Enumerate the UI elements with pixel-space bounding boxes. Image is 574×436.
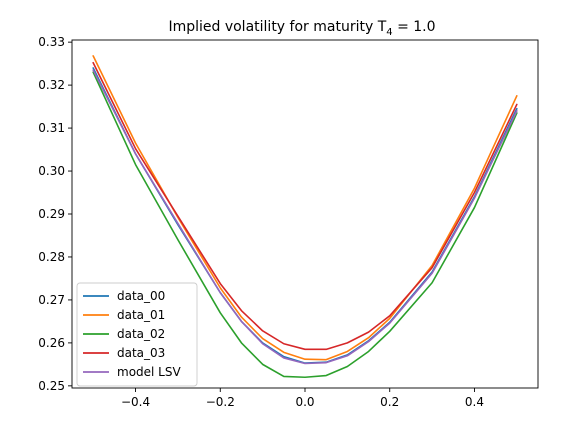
y-tick-label: 0.26: [38, 336, 65, 350]
y-tick-label: 0.31: [38, 121, 65, 135]
x-tick-label: 0.4: [465, 395, 484, 409]
plot-area: [92, 55, 518, 379]
y-tick-label: 0.33: [38, 35, 65, 49]
x-tick-label: 0.0: [295, 395, 314, 409]
chart-title: Implied volatility for maturity T4 = 1.0: [168, 19, 435, 38]
series-line-model-lsv: [92, 69, 518, 365]
chart-title-suffix: = 1.0: [393, 19, 436, 35]
y-tick-label: 0.29: [38, 207, 65, 221]
series-line-data_02: [92, 71, 518, 379]
chart-title-main: Implied volatility for maturity T: [168, 19, 386, 35]
series-line-data_03: [92, 61, 518, 351]
x-tick-label: −0.2: [206, 395, 235, 409]
legend-label: data_01: [117, 308, 165, 322]
chart-title-subscript: 4: [386, 27, 392, 38]
legend-label: data_00: [117, 289, 165, 303]
y-tick-label: 0.27: [38, 293, 65, 307]
legend-box: [76, 282, 198, 387]
x-tick-label: −0.4: [121, 395, 150, 409]
x-tick-label: 0.2: [380, 395, 399, 409]
y-tick-label: 0.28: [38, 250, 65, 264]
y-tick-label: 0.25: [38, 379, 65, 393]
y-tick-label: 0.30: [38, 164, 65, 178]
legend-label: data_02: [117, 327, 165, 341]
legend-label: model LSV: [117, 365, 181, 379]
axes: −0.4 −0.2 0.0 0.2 0.4 0.25 0.26 0.27 0.28 0.29 0.3…: [38, 35, 539, 409]
legend-label: data_03: [117, 346, 165, 360]
y-tick-label: 0.32: [38, 78, 65, 92]
